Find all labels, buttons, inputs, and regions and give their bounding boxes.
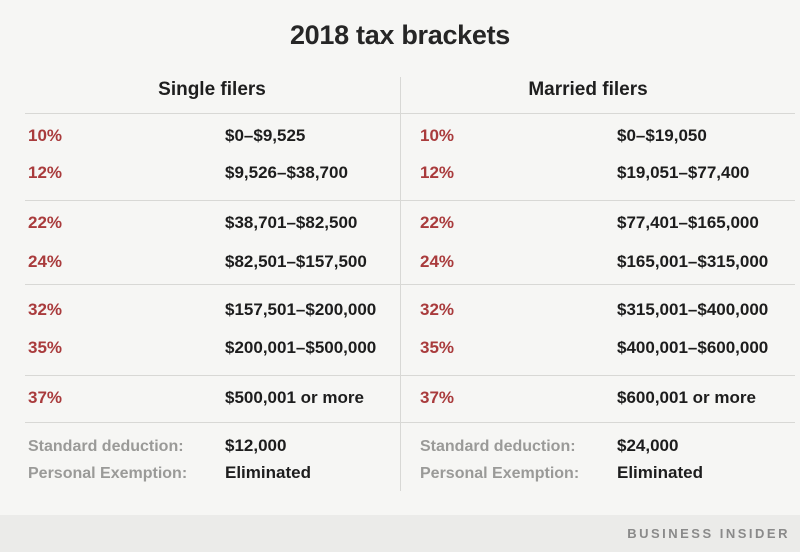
tax-rate: 10% xyxy=(420,126,455,145)
table-row: 24% $82,501–$157,500 xyxy=(28,252,367,273)
business-insider-logo: BUSINESS INSIDER xyxy=(627,526,790,541)
group-divider xyxy=(25,200,795,201)
income-range: $38,701–$82,500 xyxy=(225,213,358,232)
income-range: $400,001–$600,000 xyxy=(617,338,769,357)
tax-rate: 32% xyxy=(28,300,63,319)
income-range: $500,001 or more xyxy=(225,388,364,407)
personal-exemption-label: Personal Exemption: xyxy=(420,465,580,482)
income-range: $0–$9,525 xyxy=(225,126,306,145)
income-range: $19,051–$77,400 xyxy=(617,163,750,182)
table-row: 32% $315,001–$400,000 xyxy=(420,300,768,321)
table-row: 22% $77,401–$165,000 xyxy=(420,213,759,234)
tax-rate: 12% xyxy=(420,163,455,182)
column-header-married-filers: Married filers xyxy=(528,79,648,100)
income-range: $315,001–$400,000 xyxy=(617,300,769,319)
personal-exemption-row: Personal Exemption: Eliminated xyxy=(28,463,311,484)
tax-rate: 12% xyxy=(28,163,63,182)
income-range: $165,001–$315,000 xyxy=(617,252,769,271)
page-title: 2018 tax brackets xyxy=(289,20,511,50)
table-row: 12% $19,051–$77,400 xyxy=(420,163,749,184)
personal-exemption-row: Personal Exemption: Eliminated xyxy=(420,463,703,484)
standard-deduction-value: $12,000 xyxy=(225,436,287,455)
table-row: 22% $38,701–$82,500 xyxy=(28,213,357,234)
personal-exemption-value: Eliminated xyxy=(617,463,703,482)
tax-rate: 35% xyxy=(420,338,455,357)
tax-rate: 22% xyxy=(28,213,63,232)
tax-rate: 22% xyxy=(420,213,455,232)
income-range: $82,501–$157,500 xyxy=(225,252,367,271)
table-row: 32% $157,501–$200,000 xyxy=(28,300,376,321)
standard-deduction-value: $24,000 xyxy=(617,436,679,455)
standard-deduction-label: Standard deduction: xyxy=(28,438,184,455)
income-range: $600,001 or more xyxy=(617,388,756,407)
income-range: $200,001–$500,000 xyxy=(225,338,377,357)
income-range: $77,401–$165,000 xyxy=(617,213,759,232)
personal-exemption-value: Eliminated xyxy=(225,463,311,482)
column-header-single-filers: Single filers xyxy=(158,79,266,100)
income-range: $0–$19,050 xyxy=(617,126,707,145)
group-divider xyxy=(25,375,795,376)
standard-deduction-row: Standard deduction: $24,000 xyxy=(420,436,678,457)
table-row: 24% $165,001–$315,000 xyxy=(420,252,768,273)
tax-rate: 10% xyxy=(28,126,63,145)
tax-rate: 35% xyxy=(28,338,63,357)
personal-exemption-label: Personal Exemption: xyxy=(28,465,188,482)
footer-bar: BUSINESS INSIDER xyxy=(0,515,800,552)
table-row: 12% $9,526–$38,700 xyxy=(28,163,348,184)
header-divider xyxy=(25,113,795,114)
tax-rate: 24% xyxy=(28,252,63,271)
table-row: 35% $400,001–$600,000 xyxy=(420,338,768,359)
table-row: 37% $600,001 or more xyxy=(420,388,756,409)
table-row: 37% $500,001 or more xyxy=(28,388,364,409)
table-row: 10% $0–$19,050 xyxy=(420,126,707,147)
income-range: $157,501–$200,000 xyxy=(225,300,377,319)
table-row: 35% $200,001–$500,000 xyxy=(28,338,376,359)
standard-deduction-label: Standard deduction: xyxy=(420,438,576,455)
tax-rate: 37% xyxy=(28,388,63,407)
tax-rate: 37% xyxy=(420,388,455,407)
group-divider xyxy=(25,284,795,285)
tax-rate: 24% xyxy=(420,252,455,271)
standard-deduction-row: Standard deduction: $12,000 xyxy=(28,436,286,457)
income-range: $9,526–$38,700 xyxy=(225,163,348,182)
group-divider xyxy=(25,422,795,423)
table-row: 10% $0–$9,525 xyxy=(28,126,305,147)
tax-rate: 32% xyxy=(420,300,455,319)
